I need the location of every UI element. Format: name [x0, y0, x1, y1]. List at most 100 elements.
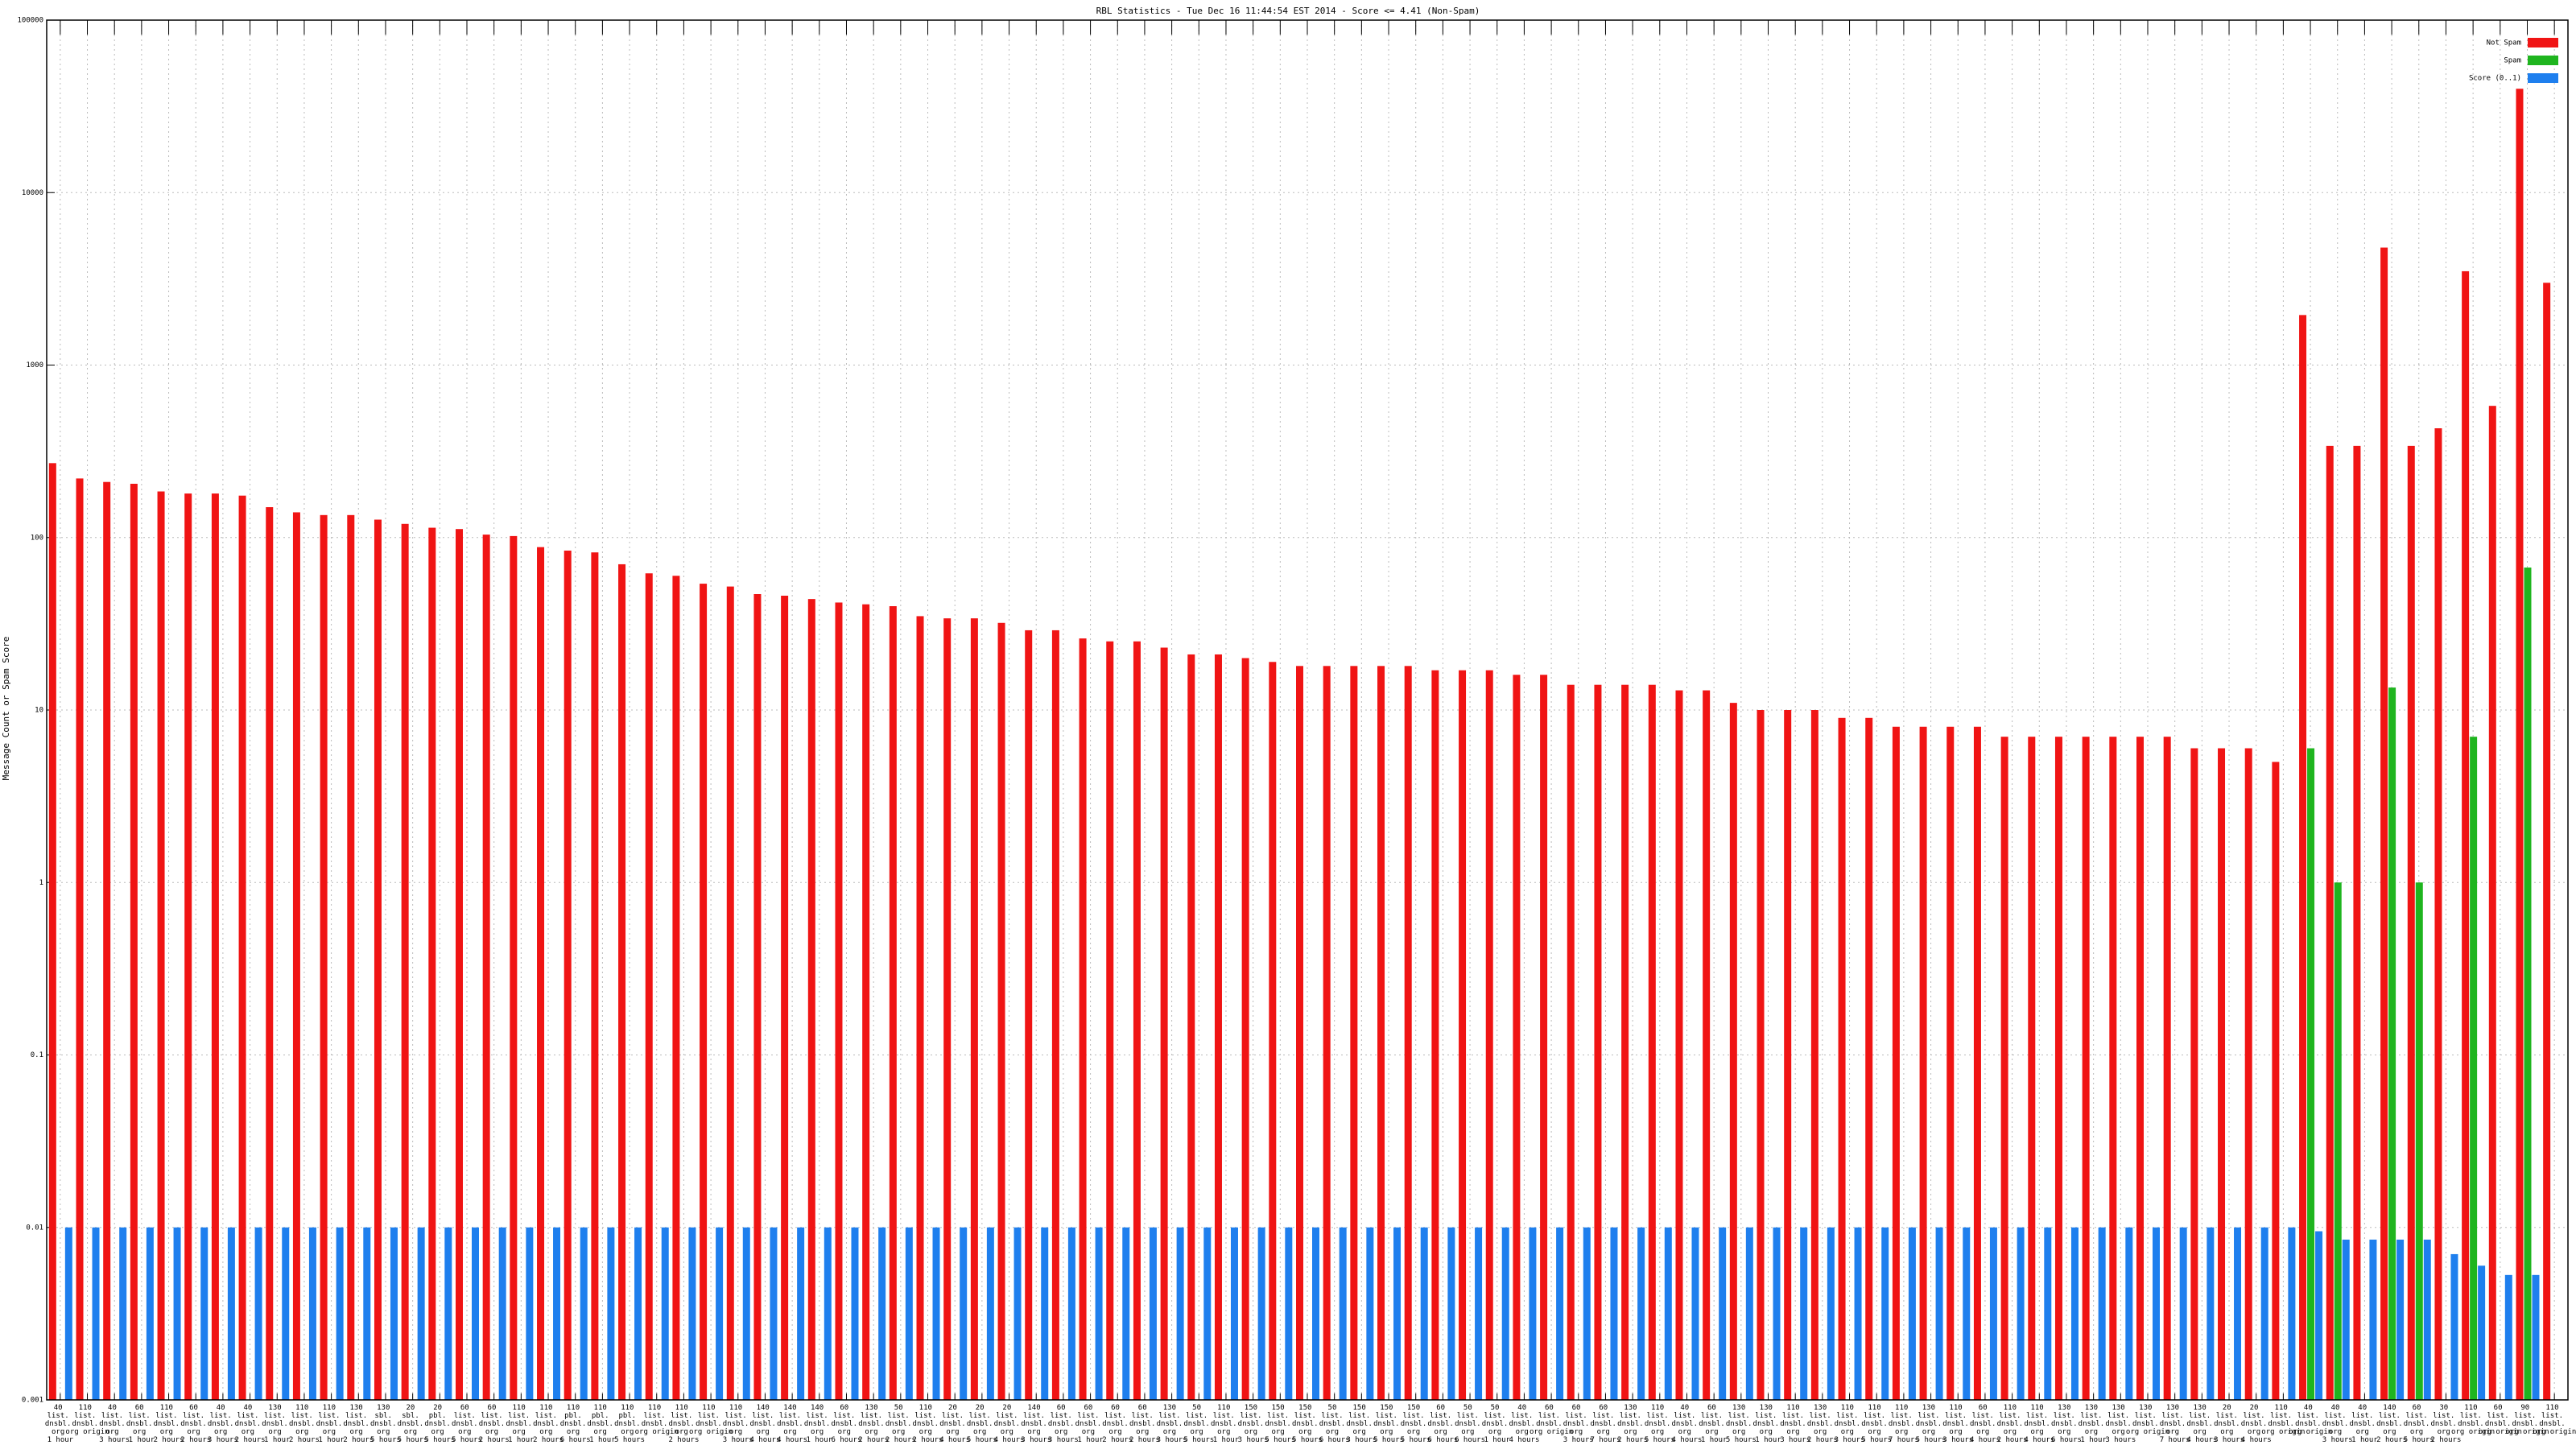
x-tick-label: 60 list. dnsbl. org 5 hours — [2404, 1404, 2434, 1444]
bar — [1908, 1227, 1916, 1400]
bar — [2070, 1227, 2079, 1400]
bar — [1827, 1227, 1835, 1400]
x-tick-label: 130 list. dnsbl. org 1 hour — [1753, 1404, 1784, 1444]
bar — [835, 602, 843, 1400]
bar — [2342, 1239, 2350, 1400]
bar — [1540, 675, 1548, 1400]
x-tick-label: 110 list. dnsbl. org 1 hour — [316, 1404, 347, 1444]
bar — [200, 1227, 208, 1400]
x-tick-label: 50 list. dnsbl. org 5 hours — [1183, 1404, 1214, 1444]
bar — [1214, 654, 1222, 1400]
bar — [1296, 666, 1303, 1400]
bar — [1339, 1227, 1347, 1400]
x-tick-label: 130 list. dnsbl. org 5 hours — [1726, 1404, 1757, 1444]
bar — [1919, 726, 1927, 1400]
x-tick-label: 130 list. dnsbl. org 5 hours — [1916, 1404, 1946, 1444]
bar — [336, 1227, 344, 1400]
bar — [76, 478, 84, 1400]
bar — [905, 1227, 913, 1400]
x-tick-label: 110 list. dnsbl. org 3 hours — [1942, 1404, 1973, 1444]
bar — [742, 1227, 750, 1400]
bar — [1745, 1227, 1753, 1400]
bar — [2234, 1227, 2242, 1400]
bar — [1079, 638, 1087, 1400]
x-tick-label: 110 list. dnsbl. org 2 hours — [913, 1404, 943, 1444]
x-tick-label: 20 list. dnsbl. org 5 hours — [967, 1404, 997, 1444]
bar — [986, 1227, 994, 1400]
bar — [526, 1227, 534, 1400]
bar — [2532, 1274, 2540, 1400]
x-tick-label: 50 list. dnsbl. org 2 hours — [886, 1404, 916, 1444]
bar — [878, 1227, 886, 1400]
bar — [2462, 270, 2470, 1401]
bar — [157, 491, 165, 1400]
bar — [2163, 737, 2171, 1400]
bar — [553, 1227, 561, 1400]
legend-label: Score (0..1) — [2469, 75, 2521, 83]
y-tick-label: 100 — [31, 534, 43, 542]
bar — [2017, 1227, 2025, 1400]
bar — [1106, 641, 1114, 1400]
bar — [1513, 675, 1521, 1400]
bar — [254, 1227, 262, 1400]
x-tick-label: 50 list. dnsbl. org 1 hour — [1482, 1404, 1513, 1444]
bar — [2434, 428, 2442, 1401]
x-tick-label: 50 list. dnsbl. org 6 hours — [1319, 1404, 1350, 1444]
x-tick-label: 140 list. dnsbl. org 1 hour — [804, 1404, 835, 1444]
bar — [2504, 1274, 2512, 1400]
bar — [1404, 666, 1412, 1400]
bar — [2207, 1227, 2215, 1400]
bar — [1529, 1227, 1537, 1400]
bar — [363, 1227, 371, 1400]
bar — [1459, 670, 1467, 1400]
bar — [2054, 737, 2062, 1400]
bar — [1431, 670, 1439, 1400]
bar — [960, 1227, 968, 1400]
x-tick-label: 60 list. dnsbl. org 1 hour — [126, 1404, 157, 1444]
x-tick-label: 130 list. dnsbl. org 3 hours — [1157, 1404, 1187, 1444]
x-tick-label: 110 list. dnsbl. org origin — [689, 1404, 733, 1436]
bar — [2272, 762, 2280, 1400]
x-tick-label: 40 list. dnsbl. org 3 hours — [99, 1404, 130, 1444]
bar — [238, 495, 246, 1400]
bar — [932, 1227, 940, 1400]
x-tick-label: 20 sbl. dnsbl. org 5 hours — [398, 1404, 428, 1444]
x-tick-label: 50 list. dnsbl. org 6 hours — [1455, 1404, 1485, 1444]
x-tick-label: 110 list. dnsbl. org 2 hours — [154, 1404, 184, 1444]
bar — [1241, 658, 1249, 1400]
bar — [1041, 1227, 1049, 1400]
bar — [1784, 710, 1792, 1400]
bar — [700, 584, 708, 1400]
x-tick-label: 40 list. dnsbl. org 3 hours — [208, 1404, 238, 1444]
x-tick-label: 150 list. dnsbl. org 3 hours — [1346, 1404, 1377, 1444]
bar — [347, 514, 355, 1401]
x-tick-label: 110 pbl. dnsbl. org 5 hours — [614, 1404, 645, 1444]
bar — [146, 1227, 154, 1400]
bar — [2082, 737, 2090, 1400]
bar — [862, 604, 870, 1400]
x-tick-label: 150 list. dnsbl. org 5 hours — [1401, 1404, 1431, 1444]
bar — [184, 493, 192, 1400]
y-axis-label: Message Count or Spam Score — [1, 637, 11, 781]
bar — [618, 564, 626, 1400]
x-tick-label: 110 list. dnsbl. org 1 hour — [506, 1404, 536, 1444]
bar — [2380, 247, 2388, 1400]
bar — [645, 573, 653, 1400]
bar — [1637, 1227, 1645, 1400]
bar — [943, 618, 952, 1400]
bar — [1095, 1227, 1103, 1400]
bar — [2218, 748, 2226, 1400]
x-tick-label: 130 list. dnsbl. org 1 hour — [2079, 1404, 2109, 1444]
x-tick-label: 60 list. dnsbl. org 2 hours — [1102, 1404, 1133, 1444]
bar — [444, 1227, 452, 1400]
x-tick-label: 110 list. dnsbl. org origin — [2533, 1404, 2576, 1436]
x-tick-label: 110 list. dnsbl. org origin — [635, 1404, 679, 1436]
x-tick-label: 110 list. dnsbl. org 3 hours — [723, 1404, 753, 1444]
x-tick-label: 150 list. dnsbl. org 5 hours — [1373, 1404, 1404, 1444]
bar — [770, 1227, 778, 1400]
bar — [2307, 748, 2315, 1400]
bar — [390, 1227, 398, 1400]
bar — [119, 1227, 127, 1400]
x-tick-label: 40 list. dnsbl. org 4 hours — [1672, 1404, 1703, 1444]
bar — [292, 512, 300, 1400]
